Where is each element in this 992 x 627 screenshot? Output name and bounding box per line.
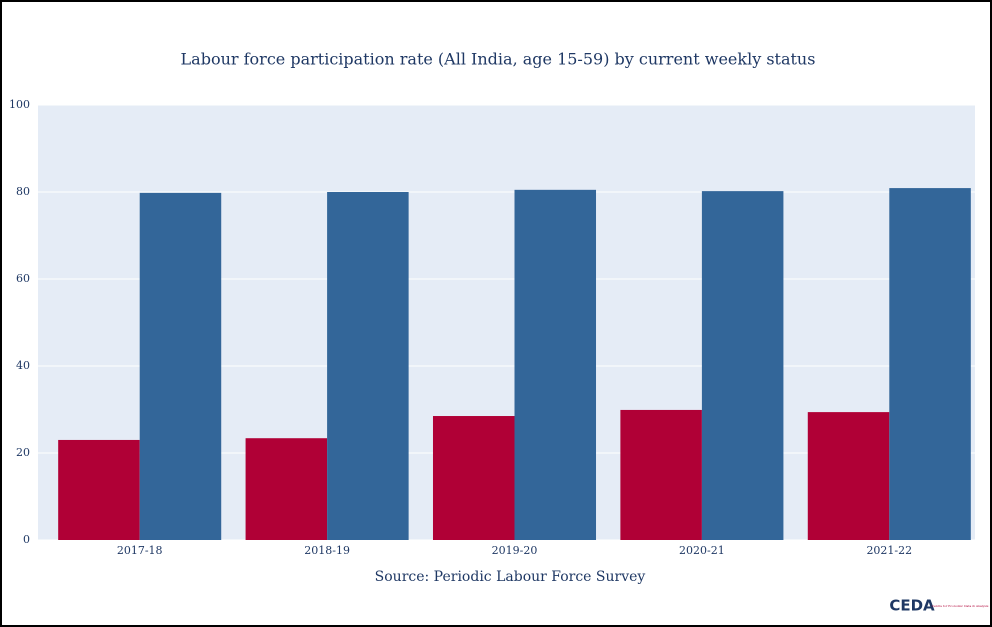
bar bbox=[139, 192, 222, 540]
y-tick-label: 80 bbox=[16, 185, 30, 198]
x-tick-label: 2017-18 bbox=[117, 544, 163, 557]
y-tick-label: 60 bbox=[16, 272, 30, 285]
bar bbox=[327, 192, 409, 540]
bar bbox=[620, 409, 702, 540]
bar bbox=[245, 438, 328, 540]
y-tick-label: 40 bbox=[16, 359, 30, 372]
bar bbox=[807, 412, 890, 540]
chart-title: Labour force participation rate (All Ind… bbox=[181, 50, 816, 69]
x-tick-label: 2021-22 bbox=[866, 544, 912, 557]
y-tick-label: 0 bbox=[23, 533, 30, 546]
source-note: Source: Periodic Labour Force Survey bbox=[375, 569, 646, 585]
bar bbox=[701, 191, 784, 540]
x-tick-label: 2020-21 bbox=[679, 544, 725, 557]
y-tick-label: 20 bbox=[16, 446, 30, 459]
x-tick-label: 2019-20 bbox=[492, 544, 538, 557]
logo-caption: Centre for Economic Data & Analysis bbox=[932, 604, 989, 608]
bar bbox=[58, 439, 140, 540]
x-tick-label: 2018-19 bbox=[304, 544, 350, 557]
bar bbox=[889, 188, 971, 540]
bar bbox=[514, 189, 597, 540]
bar bbox=[432, 416, 515, 540]
y-tick-label: 100 bbox=[9, 98, 30, 111]
logo: CEDA bbox=[889, 597, 935, 615]
